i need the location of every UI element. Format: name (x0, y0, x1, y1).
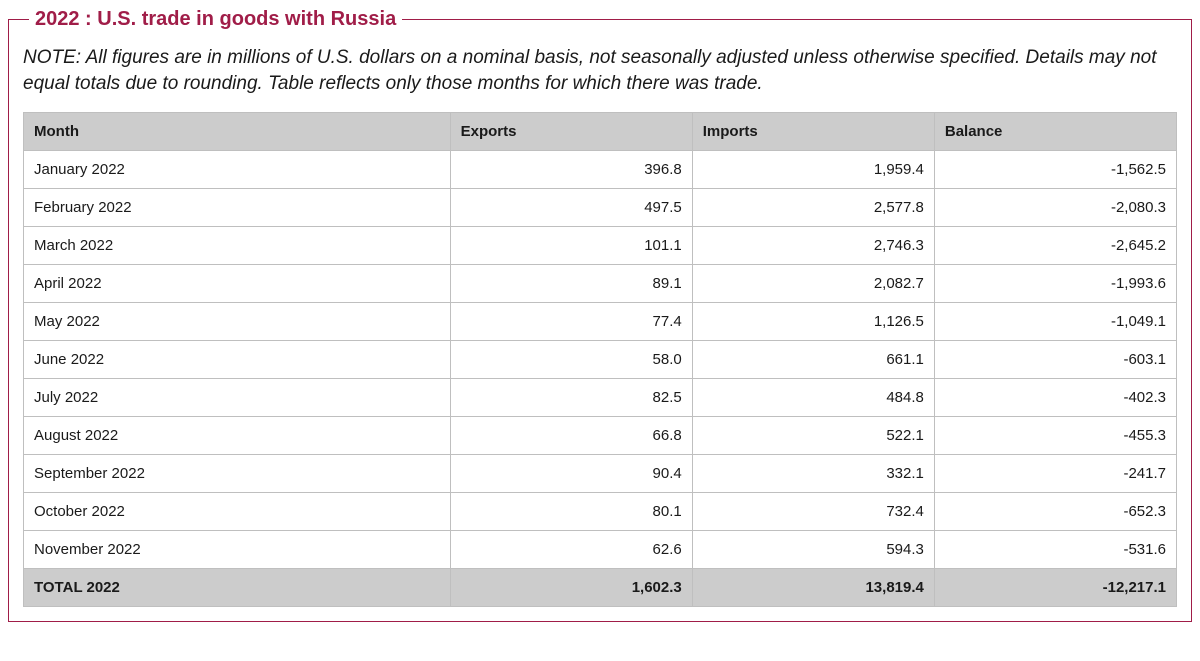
col-header-exports: Exports (450, 113, 692, 151)
cell-month: April 2022 (24, 265, 451, 303)
cell-exports: 101.1 (450, 227, 692, 265)
cell-balance: -402.3 (934, 379, 1176, 417)
cell-balance: -241.7 (934, 455, 1176, 493)
cell-total-imports: 13,819.4 (692, 569, 934, 607)
table-row: October 2022 80.1 732.4 -652.3 (24, 493, 1177, 531)
cell-month: May 2022 (24, 303, 451, 341)
cell-exports: 62.6 (450, 531, 692, 569)
cell-month: March 2022 (24, 227, 451, 265)
cell-exports: 89.1 (450, 265, 692, 303)
cell-total-label: TOTAL 2022 (24, 569, 451, 607)
table-total-row: TOTAL 2022 1,602.3 13,819.4 -12,217.1 (24, 569, 1177, 607)
table-header-row: Month Exports Imports Balance (24, 113, 1177, 151)
cell-exports: 90.4 (450, 455, 692, 493)
cell-exports: 80.1 (450, 493, 692, 531)
cell-total-balance: -12,217.1 (934, 569, 1176, 607)
cell-exports: 396.8 (450, 151, 692, 189)
table-row: May 2022 77.4 1,126.5 -1,049.1 (24, 303, 1177, 341)
cell-imports: 732.4 (692, 493, 934, 531)
table-row: November 2022 62.6 594.3 -531.6 (24, 531, 1177, 569)
cell-exports: 58.0 (450, 341, 692, 379)
table-body: January 2022 396.8 1,959.4 -1,562.5 Febr… (24, 151, 1177, 607)
col-header-balance: Balance (934, 113, 1176, 151)
panel-note: NOTE: All figures are in millions of U.S… (23, 45, 1177, 96)
panel-legend: 2022 : U.S. trade in goods with Russia (29, 8, 402, 31)
cell-imports: 594.3 (692, 531, 934, 569)
cell-balance: -652.3 (934, 493, 1176, 531)
trade-table: Month Exports Imports Balance January 20… (23, 112, 1177, 607)
table-row: August 2022 66.8 522.1 -455.3 (24, 417, 1177, 455)
cell-month: August 2022 (24, 417, 451, 455)
cell-balance: -531.6 (934, 531, 1176, 569)
cell-month: October 2022 (24, 493, 451, 531)
cell-imports: 2,746.3 (692, 227, 934, 265)
table-row: April 2022 89.1 2,082.7 -1,993.6 (24, 265, 1177, 303)
cell-month: June 2022 (24, 341, 451, 379)
cell-exports: 497.5 (450, 189, 692, 227)
cell-imports: 484.8 (692, 379, 934, 417)
cell-exports: 82.5 (450, 379, 692, 417)
cell-balance: -2,645.2 (934, 227, 1176, 265)
table-row: July 2022 82.5 484.8 -402.3 (24, 379, 1177, 417)
cell-month: February 2022 (24, 189, 451, 227)
cell-balance: -455.3 (934, 417, 1176, 455)
cell-total-exports: 1,602.3 (450, 569, 692, 607)
cell-month: November 2022 (24, 531, 451, 569)
cell-imports: 332.1 (692, 455, 934, 493)
cell-imports: 1,126.5 (692, 303, 934, 341)
cell-imports: 2,577.8 (692, 189, 934, 227)
cell-imports: 661.1 (692, 341, 934, 379)
cell-month: January 2022 (24, 151, 451, 189)
col-header-imports: Imports (692, 113, 934, 151)
cell-balance: -1,562.5 (934, 151, 1176, 189)
cell-imports: 522.1 (692, 417, 934, 455)
table-row: June 2022 58.0 661.1 -603.1 (24, 341, 1177, 379)
cell-month: July 2022 (24, 379, 451, 417)
trade-panel: 2022 : U.S. trade in goods with Russia N… (8, 8, 1192, 622)
table-row: February 2022 497.5 2,577.8 -2,080.3 (24, 189, 1177, 227)
col-header-month: Month (24, 113, 451, 151)
cell-imports: 2,082.7 (692, 265, 934, 303)
cell-exports: 77.4 (450, 303, 692, 341)
table-row: September 2022 90.4 332.1 -241.7 (24, 455, 1177, 493)
cell-balance: -2,080.3 (934, 189, 1176, 227)
cell-month: September 2022 (24, 455, 451, 493)
table-row: January 2022 396.8 1,959.4 -1,562.5 (24, 151, 1177, 189)
cell-imports: 1,959.4 (692, 151, 934, 189)
cell-balance: -603.1 (934, 341, 1176, 379)
table-row: March 2022 101.1 2,746.3 -2,645.2 (24, 227, 1177, 265)
cell-exports: 66.8 (450, 417, 692, 455)
cell-balance: -1,993.6 (934, 265, 1176, 303)
cell-balance: -1,049.1 (934, 303, 1176, 341)
